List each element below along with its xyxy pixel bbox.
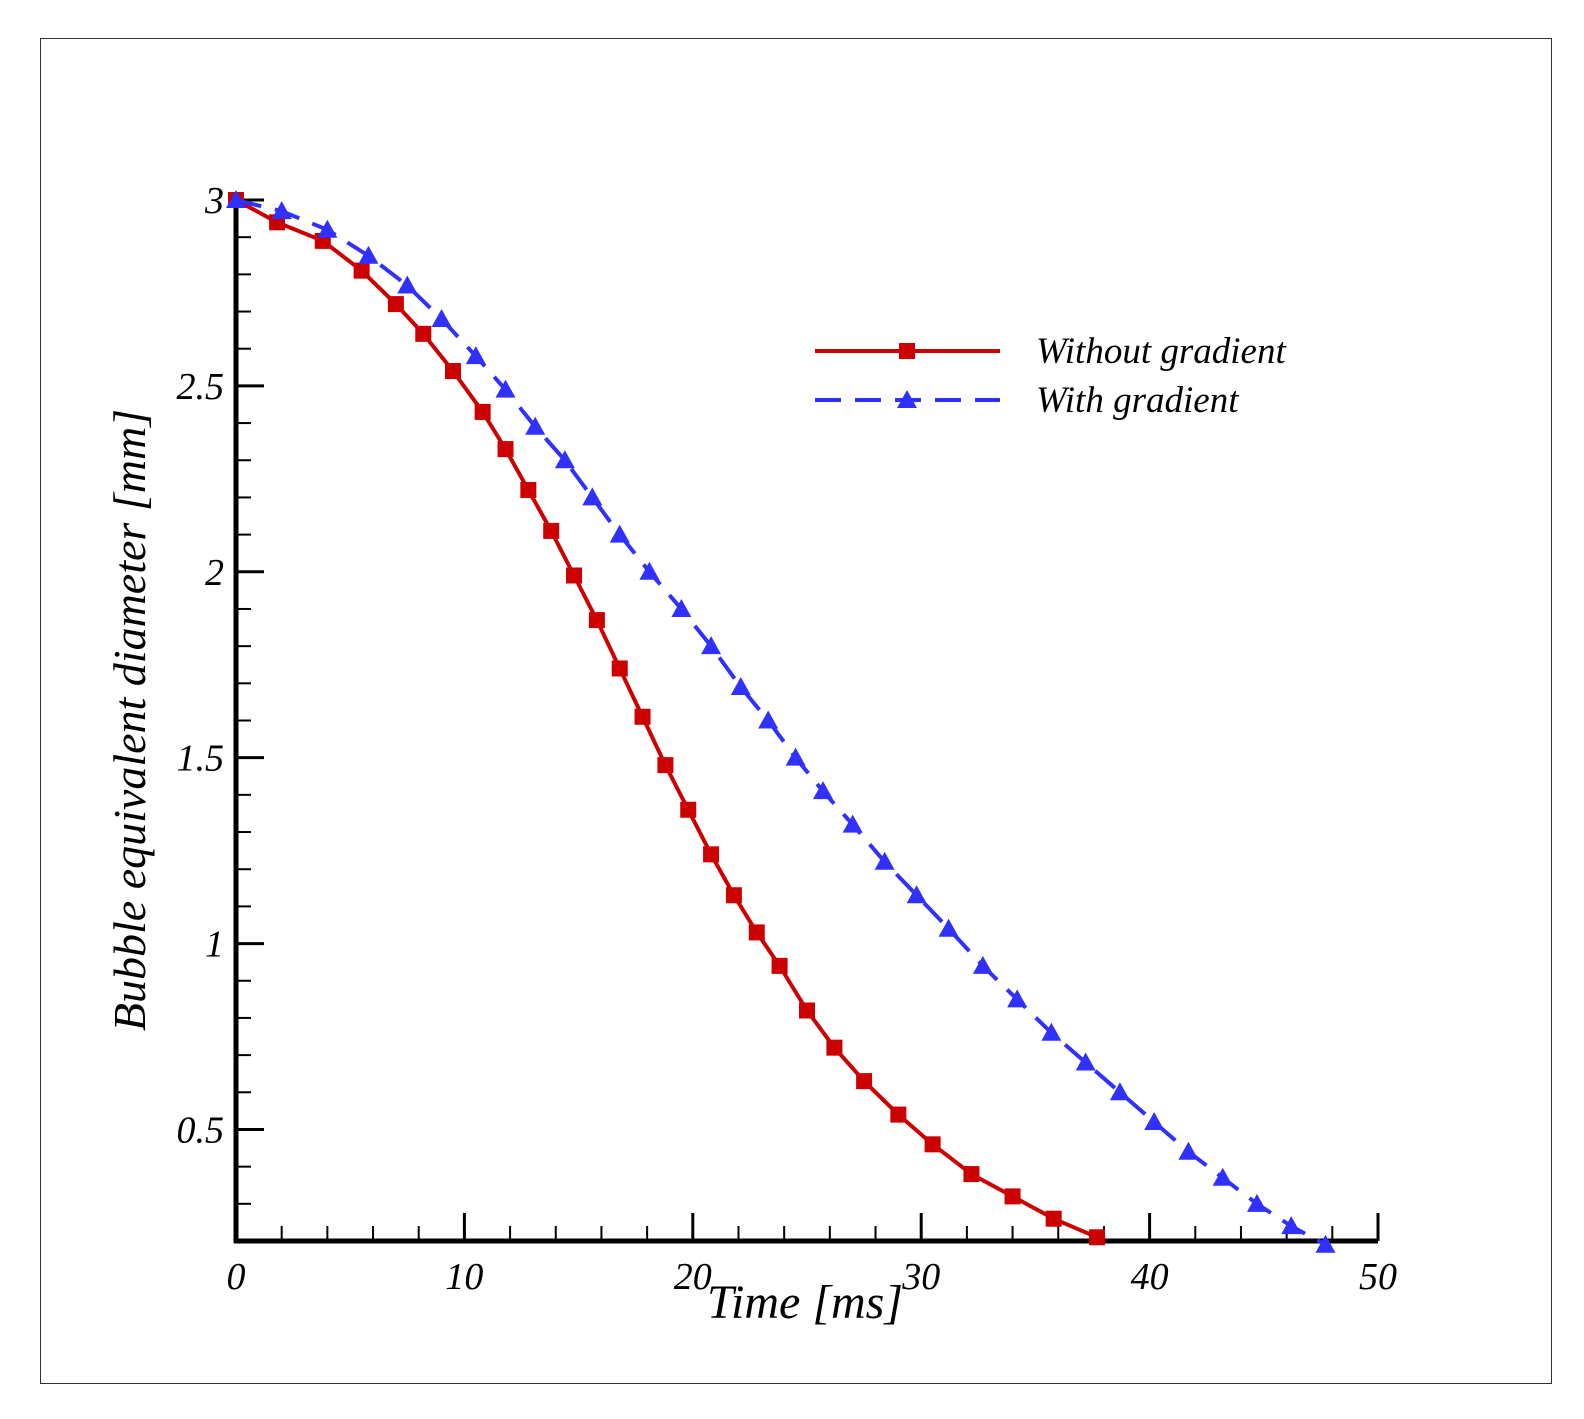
y-tick-label: 2.5: [177, 366, 225, 408]
x-tick-label: 40: [1131, 1256, 1169, 1298]
data-point: [972, 955, 993, 974]
series-with-gradient: [226, 190, 1336, 1253]
data-point: [495, 379, 516, 398]
data-point: [543, 522, 560, 539]
data-point: [785, 747, 806, 766]
series-line: [235, 198, 1098, 1240]
data-point: [657, 757, 674, 774]
y-axis-title: Bubble equivalent diameter [mm]: [104, 409, 155, 1031]
data-point: [358, 245, 379, 264]
data-point: [826, 1039, 843, 1056]
data-point: [771, 957, 788, 974]
data-point: [725, 887, 742, 904]
data-point: [634, 708, 651, 725]
data-point: [874, 851, 895, 870]
x-tick-label: 30: [901, 1256, 940, 1298]
y-tick-label: 0.5: [177, 1109, 225, 1151]
data-point: [226, 190, 246, 208]
data-point: [554, 450, 575, 469]
data-point: [963, 1166, 980, 1183]
data-point: [1281, 1216, 1302, 1235]
data-point: [317, 219, 338, 238]
series-without-gradient: [228, 192, 1106, 1246]
data-point: [1045, 1210, 1062, 1227]
data-point: [497, 441, 514, 458]
data-point: [387, 296, 404, 313]
data-point: [701, 636, 722, 655]
data-point: [397, 275, 418, 294]
x-tick-label: 0: [227, 1256, 246, 1298]
data-point: [1246, 1193, 1267, 1212]
x-tick-label: 10: [445, 1256, 483, 1298]
data-point: [680, 801, 697, 818]
data-point: [415, 325, 432, 342]
data-point: [812, 781, 833, 800]
data-point: [730, 677, 751, 696]
data-point: [1212, 1167, 1233, 1186]
data-point: [1178, 1141, 1199, 1160]
x-axis-title: Time [ms]: [707, 1276, 903, 1329]
series-layer: [226, 190, 1336, 1253]
legend: Without gradient With gradient: [815, 331, 1287, 421]
data-point: [1075, 1052, 1096, 1071]
data-point: [1089, 1229, 1106, 1246]
legend-label-with-gradient: With gradient: [1036, 380, 1240, 421]
data-point: [465, 346, 486, 365]
data-point: [856, 1073, 873, 1090]
data-point: [1007, 989, 1028, 1008]
legend-marker-without-gradient: [899, 343, 915, 359]
data-point: [924, 1136, 941, 1153]
y-tick-label: 1.5: [177, 738, 225, 780]
data-point: [799, 1002, 815, 1019]
data-point: [890, 1106, 907, 1123]
data-point: [353, 262, 370, 279]
data-point: [1004, 1188, 1021, 1205]
data-point: [582, 487, 603, 506]
data-point: [1109, 1082, 1130, 1101]
data-point: [588, 612, 605, 629]
series-line: [235, 198, 1327, 1247]
x-tick-label: 50: [1359, 1256, 1397, 1298]
figure-frame: [40, 38, 1552, 1384]
data-point: [609, 524, 630, 543]
data-point: [758, 710, 779, 729]
data-point: [474, 403, 491, 420]
x-tick-label: 20: [674, 1256, 712, 1298]
data-point: [906, 885, 927, 904]
data-point: [842, 814, 863, 833]
data-point: [748, 924, 765, 941]
data-point: [938, 918, 959, 937]
data-point: [1144, 1112, 1165, 1131]
y-tick-label: 3: [204, 180, 224, 222]
data-point: [444, 363, 461, 380]
data-point: [611, 660, 628, 677]
data-point: [271, 201, 292, 220]
data-point: [1315, 1234, 1336, 1253]
data-point: [703, 846, 720, 863]
data-point: [525, 416, 546, 435]
data-point: [639, 561, 660, 580]
data-point: [431, 308, 452, 327]
y-tick-label: 2: [205, 552, 224, 594]
axes: 0.511.522.530 10 20 30 40 50: [177, 180, 1398, 1298]
y-tick-label: 1: [205, 924, 224, 966]
data-point: [1041, 1022, 1062, 1041]
data-point: [520, 481, 537, 498]
legend-marker-with-gradient: [897, 390, 917, 408]
data-point: [671, 598, 692, 617]
data-point: [566, 567, 583, 584]
legend-label-without-gradient: Without gradient: [1036, 331, 1287, 372]
